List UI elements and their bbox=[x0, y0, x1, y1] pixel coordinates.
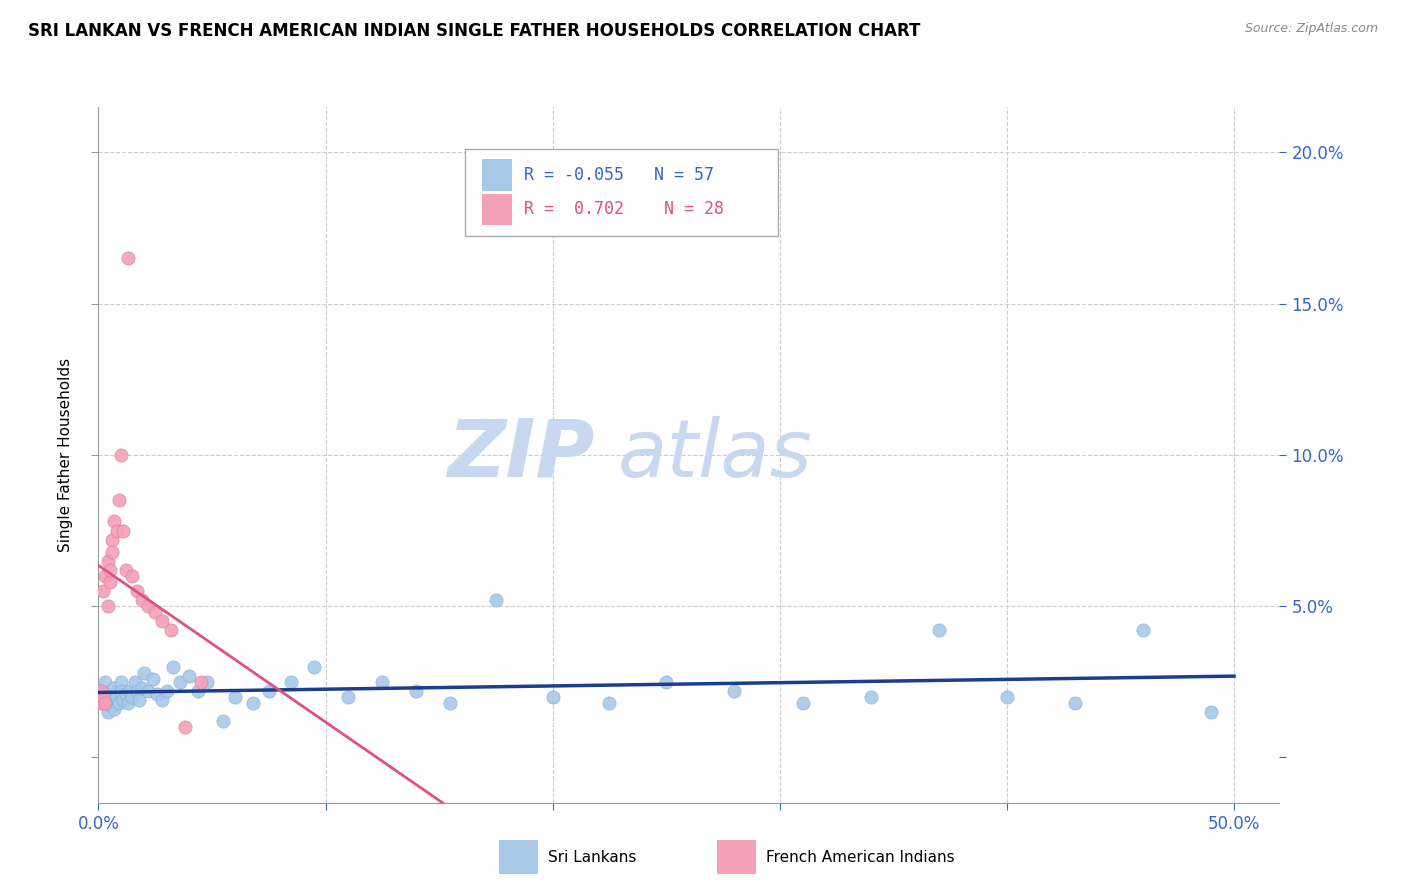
Point bbox=[103, 702, 125, 716]
Point bbox=[131, 681, 153, 695]
Point bbox=[257, 684, 280, 698]
Point bbox=[928, 624, 950, 638]
Point bbox=[371, 674, 394, 689]
Point bbox=[125, 584, 148, 599]
Point bbox=[155, 684, 177, 698]
Point bbox=[105, 690, 128, 704]
Text: atlas: atlas bbox=[619, 416, 813, 494]
Point bbox=[173, 720, 195, 734]
Point bbox=[859, 690, 882, 704]
Text: French American Indians: French American Indians bbox=[766, 850, 955, 864]
Point bbox=[150, 693, 173, 707]
Point bbox=[96, 599, 118, 614]
Point bbox=[98, 563, 121, 577]
Point bbox=[101, 545, 124, 559]
Point bbox=[98, 574, 121, 589]
Point bbox=[439, 696, 461, 710]
Point bbox=[110, 684, 132, 698]
Point bbox=[142, 672, 165, 686]
FancyBboxPatch shape bbox=[482, 159, 512, 191]
Point bbox=[995, 690, 1018, 704]
Point bbox=[124, 674, 146, 689]
Point bbox=[112, 524, 135, 538]
Point bbox=[108, 493, 131, 508]
Point bbox=[128, 693, 150, 707]
Point bbox=[101, 687, 124, 701]
Point bbox=[131, 593, 153, 607]
Point bbox=[197, 674, 219, 689]
Point bbox=[138, 599, 160, 614]
Point bbox=[110, 674, 132, 689]
Point bbox=[280, 674, 302, 689]
Point bbox=[114, 563, 136, 577]
Point bbox=[160, 624, 183, 638]
Text: R = -0.055   N = 57: R = -0.055 N = 57 bbox=[523, 166, 714, 184]
Point bbox=[94, 690, 117, 704]
Point bbox=[110, 448, 132, 462]
Point bbox=[1132, 624, 1154, 638]
FancyBboxPatch shape bbox=[464, 149, 778, 235]
Point bbox=[541, 690, 564, 704]
Point bbox=[146, 687, 169, 701]
Point bbox=[150, 615, 173, 629]
Point bbox=[120, 684, 142, 698]
Point bbox=[302, 659, 325, 673]
Point bbox=[179, 669, 201, 683]
Point bbox=[117, 696, 139, 710]
Point bbox=[169, 674, 191, 689]
Text: R =  0.702    N = 28: R = 0.702 N = 28 bbox=[523, 201, 724, 219]
Point bbox=[132, 665, 155, 680]
Point bbox=[91, 696, 114, 710]
Point bbox=[242, 696, 264, 710]
Point bbox=[337, 690, 360, 704]
Point bbox=[91, 584, 114, 599]
Point bbox=[117, 252, 139, 266]
Point bbox=[114, 687, 136, 701]
Point bbox=[112, 693, 135, 707]
Point bbox=[655, 674, 678, 689]
Point bbox=[212, 714, 235, 728]
Point bbox=[1201, 705, 1223, 719]
Point bbox=[121, 690, 143, 704]
Point bbox=[103, 515, 125, 529]
Point bbox=[103, 681, 125, 695]
Point bbox=[96, 554, 118, 568]
Point bbox=[96, 705, 118, 719]
FancyBboxPatch shape bbox=[482, 194, 512, 226]
Point bbox=[90, 696, 112, 710]
Point bbox=[101, 533, 124, 547]
Point bbox=[598, 696, 620, 710]
Text: Source: ZipAtlas.com: Source: ZipAtlas.com bbox=[1244, 22, 1378, 36]
Point bbox=[138, 684, 160, 698]
Point bbox=[94, 696, 117, 710]
Point bbox=[98, 684, 121, 698]
Point bbox=[94, 674, 117, 689]
Point bbox=[90, 684, 112, 698]
Point bbox=[143, 605, 166, 619]
Point bbox=[405, 684, 427, 698]
Point bbox=[162, 659, 184, 673]
Point bbox=[723, 684, 745, 698]
Point bbox=[94, 569, 117, 583]
Point bbox=[121, 569, 143, 583]
Point bbox=[105, 524, 128, 538]
Text: ZIP: ZIP bbox=[447, 416, 595, 494]
Point bbox=[485, 593, 508, 607]
Text: Sri Lankans: Sri Lankans bbox=[548, 850, 637, 864]
Point bbox=[125, 684, 148, 698]
Point bbox=[190, 674, 212, 689]
Point bbox=[224, 690, 246, 704]
Point bbox=[98, 693, 121, 707]
Point bbox=[1064, 696, 1087, 710]
Point bbox=[187, 684, 209, 698]
Point bbox=[90, 684, 112, 698]
Point bbox=[101, 698, 124, 713]
Point bbox=[108, 696, 131, 710]
Point bbox=[91, 690, 114, 704]
Text: SRI LANKAN VS FRENCH AMERICAN INDIAN SINGLE FATHER HOUSEHOLDS CORRELATION CHART: SRI LANKAN VS FRENCH AMERICAN INDIAN SIN… bbox=[28, 22, 921, 40]
Y-axis label: Single Father Households: Single Father Households bbox=[58, 358, 73, 552]
Point bbox=[792, 696, 814, 710]
